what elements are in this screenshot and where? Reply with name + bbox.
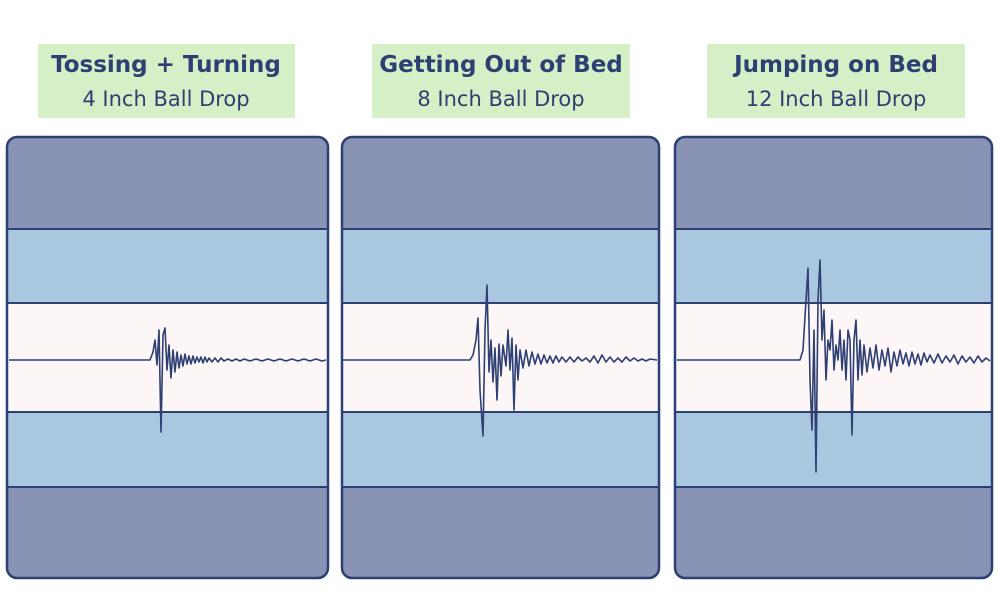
panel-subtitle: 4 Inch Ball Drop (82, 87, 249, 111)
label-box (38, 44, 295, 118)
panel-subtitle: 12 Inch Ball Drop (746, 87, 927, 111)
panel (342, 137, 659, 578)
panel-title: Getting Out of Bed (379, 52, 623, 78)
label-box (707, 44, 965, 118)
panel-subtitle: 8 Inch Ball Drop (417, 87, 584, 111)
panel-title: Tossing + Turning (51, 52, 281, 78)
panel (7, 137, 328, 578)
panel (675, 137, 992, 578)
panel-border (340, 135, 661, 580)
label-box (372, 44, 630, 118)
panel-title: Jumping on Bed (732, 52, 938, 78)
panel-border (5, 135, 330, 580)
panel-border (673, 135, 994, 580)
